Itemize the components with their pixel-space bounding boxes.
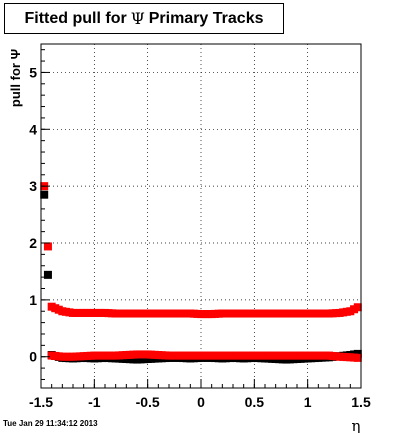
- series-2: [47, 350, 362, 362]
- timestamp-footer: Tue Jan 29 11:34:12 2013: [3, 419, 98, 428]
- data-point: [40, 190, 49, 199]
- x-axis-label: η: [352, 417, 361, 433]
- data-point-fill: [43, 270, 52, 279]
- x-tick-label: 0: [197, 394, 205, 410]
- data-point: [353, 353, 362, 362]
- y-tick-label: 3: [29, 178, 37, 194]
- x-tick-label: 1.5: [351, 394, 371, 410]
- y-tick-label: 0: [29, 349, 37, 365]
- chart-title: Fitted pull for Ψ Primary Tracks: [4, 3, 284, 34]
- x-tick-label: 0.5: [245, 394, 265, 410]
- ticks-layer: [40, 49, 362, 388]
- title-prefix: Fitted pull for: [24, 9, 127, 27]
- y-tick-label: 5: [29, 64, 37, 80]
- data-point-fill: [43, 242, 52, 251]
- x-tick-label: -0.5: [136, 394, 160, 410]
- y-tick-label: 1: [29, 292, 37, 308]
- x-tick-label: 1: [304, 394, 312, 410]
- points-layer: [40, 182, 362, 364]
- data-point: [353, 303, 362, 312]
- title-suffix: Primary Tracks: [148, 9, 264, 27]
- x-tick-label: -1: [88, 394, 101, 410]
- y-tick-label: 4: [29, 121, 37, 137]
- series-1: [40, 182, 362, 319]
- grid-layer: [41, 44, 361, 388]
- y-tick-label: 2: [29, 235, 37, 251]
- labels-layer: -1.5 -1 -0.5 0 0.5 1 1.5 0 1 2 3 4 5: [29, 64, 371, 410]
- x-tick-label: -1.5: [29, 394, 53, 410]
- y-axis-label: pull for Ψ: [8, 49, 23, 107]
- title-symbol: Ψ: [130, 9, 145, 28]
